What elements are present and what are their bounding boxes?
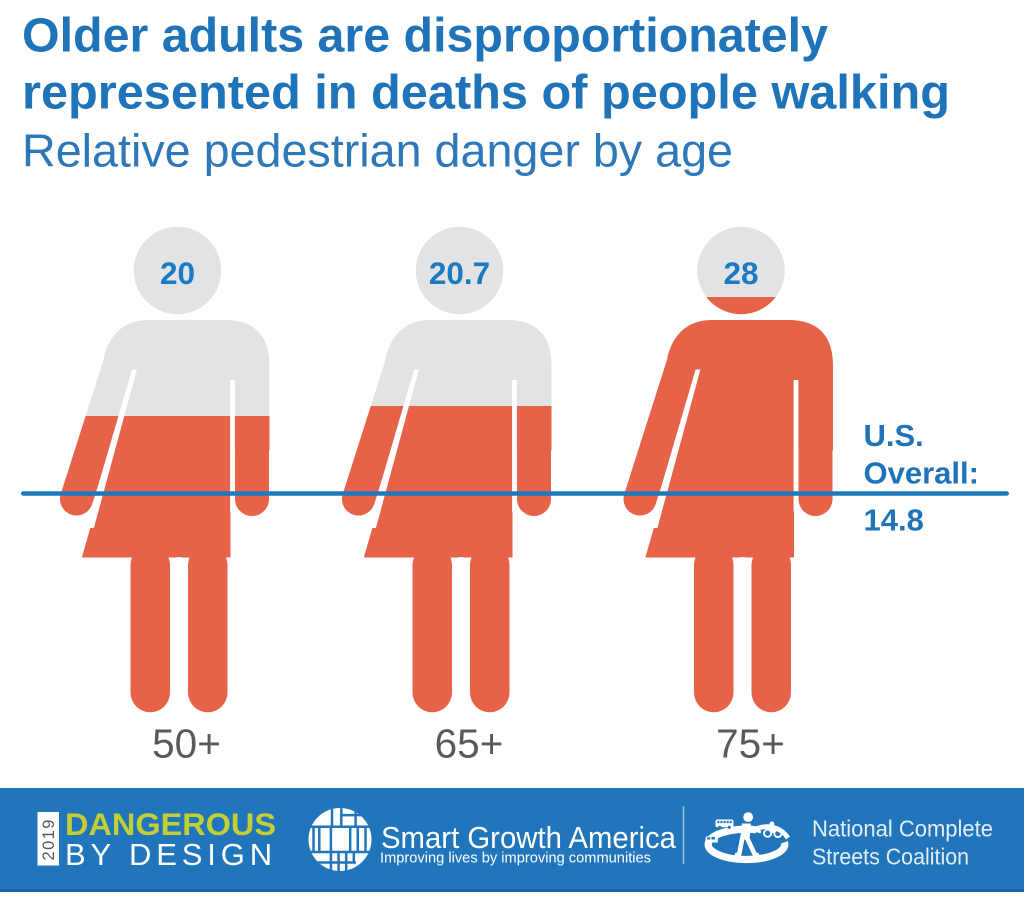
svg-text:14.8: 14.8	[864, 503, 924, 538]
svg-text:BY DESIGN: BY DESIGN	[65, 837, 278, 872]
svg-text:Overall:: Overall:	[864, 456, 979, 491]
svg-text:Streets Coalition: Streets Coalition	[812, 844, 969, 870]
svg-text:2019: 2019	[40, 818, 58, 860]
svg-text:U.S.: U.S.	[864, 418, 924, 453]
svg-text:Improving lives by improving c: Improving lives by improving communities	[380, 850, 651, 867]
svg-text:Relative pedestrian danger by: Relative pedestrian danger by age	[22, 125, 733, 177]
svg-text:represented in deaths of peopl: represented in deaths of people walking	[22, 66, 950, 120]
svg-text:National Complete: National Complete	[812, 816, 993, 842]
svg-text:20.7: 20.7	[429, 255, 490, 291]
svg-text:Older adults are disproportion: Older adults are disproportionately	[22, 9, 828, 63]
svg-text:20: 20	[160, 255, 195, 291]
svg-text:50+: 50+	[152, 721, 221, 767]
svg-text:75+: 75+	[716, 721, 785, 767]
svg-text:65+: 65+	[435, 721, 504, 767]
svg-text:28: 28	[723, 255, 758, 291]
